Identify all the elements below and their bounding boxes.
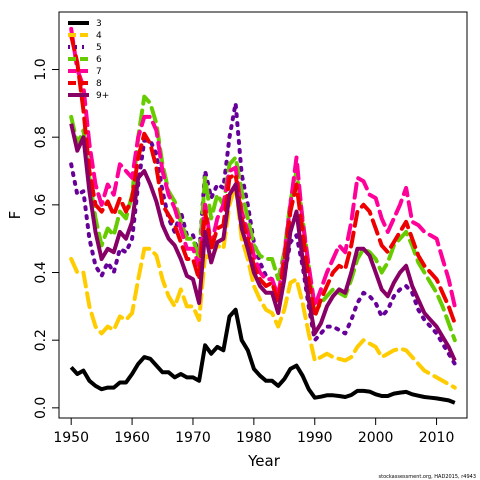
y-tick-label: 1.0 (33, 58, 49, 80)
x-tick-label: 1950 (53, 430, 89, 446)
series-line-6 (69, 94, 457, 343)
series-line-9plus (69, 123, 457, 362)
legend: 3 4 5 6 7 8 9+ (68, 19, 109, 101)
x-axis: 1950 1960 1970 1980 1990 2000 2010 (53, 417, 455, 446)
legend-label: 8 (96, 79, 102, 89)
y-axis: 0.0 0.2 0.4 0.6 0.8 1.0 (33, 58, 60, 419)
legend-label: 3 (96, 19, 102, 29)
series-line-8 (69, 33, 457, 326)
plot-frame (58, 11, 468, 419)
legend-label: 5 (96, 43, 102, 53)
x-tick-label: 2010 (419, 430, 455, 446)
y-tick-label: 0.0 (33, 397, 49, 419)
series-line-7 (69, 26, 457, 309)
legend-label: 7 (96, 67, 102, 77)
y-tick-label: 0.6 (33, 194, 49, 216)
y-tick-label: 0.4 (33, 261, 49, 283)
series-line-4 (69, 182, 457, 390)
y-tick-label: 0.2 (33, 329, 49, 351)
x-tick-label: 1980 (236, 430, 272, 446)
legend-label: 6 (96, 55, 102, 65)
y-tick-label: 0.8 (33, 126, 49, 148)
x-tick-label: 1990 (297, 430, 333, 446)
x-tick-label: 1970 (175, 430, 211, 446)
source-credit: stockassessment.org, HAD2015, r4943 (379, 474, 477, 480)
x-tick-label: 2000 (358, 430, 394, 446)
x-axis-title: Year (247, 452, 281, 470)
legend-label: 9+ (96, 91, 109, 101)
legend-label: 4 (96, 31, 102, 41)
y-axis-title: F (6, 211, 24, 220)
series-line-3 (69, 307, 456, 405)
series-layer (69, 26, 457, 405)
x-tick-label: 1960 (114, 430, 150, 446)
